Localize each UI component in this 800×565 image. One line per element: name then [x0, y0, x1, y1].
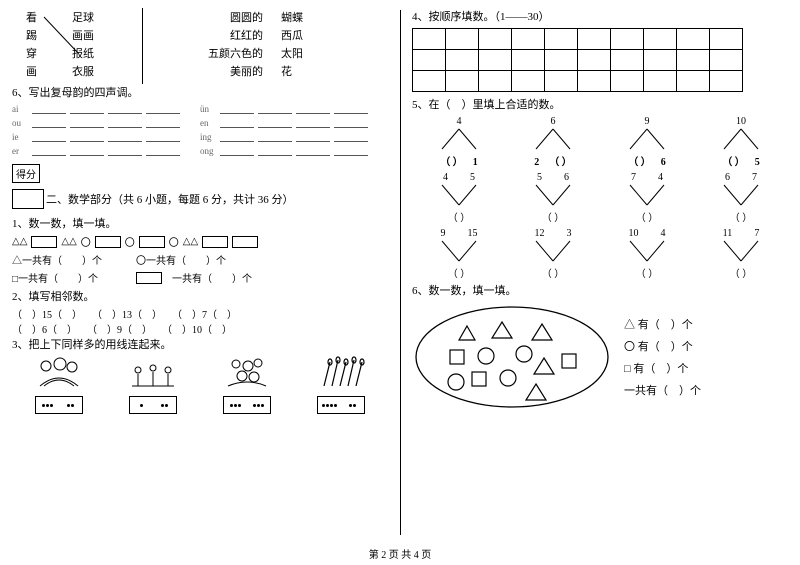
neighbors-row2: （ ）6（ ） （ ）9（ ） （ ）10（ ）	[12, 321, 388, 336]
right-column: 4、按顺序填数。（1——30） 5、在（ ）里填上合适的数。 4（ ） 162 …	[400, 0, 800, 540]
merge-v: 45（ ）	[412, 172, 506, 224]
leg-cir: 〇 有（ ）个	[624, 338, 693, 354]
number-grid[interactable]	[412, 28, 743, 92]
leg-all: 一共有（ ）个	[624, 382, 701, 398]
merge-diagrams-2: 915（ ）123（ ）104（ ）117（ ）	[412, 226, 788, 282]
merge-v: 56（ ）	[506, 172, 600, 224]
split-v: 10（ ） 5	[694, 116, 788, 168]
page-footer: 第 2 页 共 4 页	[0, 546, 800, 561]
q2-label: 2、填写相邻数。	[12, 288, 388, 304]
domino	[317, 396, 365, 414]
m2l0: 圆圆的	[230, 9, 263, 25]
left-column: 看足球 踢画画 穿报纸 画衣服 圆圆的 红红的 五颜六色的 美丽的 蝴蝶 西瓜 …	[0, 0, 400, 540]
q6r-label: 6、数一数，填一填。	[412, 282, 788, 298]
neighbors-row1: （ ）15（ ） （ ）13（ ） （ ）7（ ）	[12, 306, 388, 321]
shapes-oval	[412, 302, 612, 412]
split-v: 4（ ） 1	[412, 116, 506, 168]
split-diagrams: 4（ ） 162 （ ）9（ ） 610（ ） 5	[412, 114, 788, 170]
split-v: 9（ ） 6	[600, 116, 694, 168]
word-match-1: 看足球 踢画画 穿报纸 画衣服	[12, 8, 132, 80]
leg-sq: □ 有（ ）个	[624, 360, 688, 376]
merge-v: 915（ ）	[412, 228, 506, 280]
merge-v: 67（ ）	[694, 172, 788, 224]
q6-label: 6、写出复母韵的四声调。	[12, 84, 388, 100]
q5-label: 5、在（ ）里填上合适的数。	[412, 96, 788, 112]
score-label: 得分	[12, 164, 40, 183]
domino	[35, 396, 83, 414]
merge-diagrams-1: 45（ ）56（ ）74（ ）67（ ）	[412, 170, 788, 226]
tones-grid: ai ün ou en ie ing er ong	[12, 102, 388, 158]
q3-pictures	[12, 356, 388, 390]
q1-label: 1、数一数，填一填。	[12, 215, 388, 231]
cnt-tri: △一共有（ ）个	[12, 252, 132, 267]
m2l3: 美丽的	[230, 63, 263, 79]
m2r1: 西瓜	[281, 27, 303, 43]
cnt-cir: 〇一共有（ ）个	[136, 252, 276, 267]
m2r0: 蝴蝶	[281, 9, 303, 25]
domino	[223, 396, 271, 414]
cnt-sqB: 一共有（ ）个	[172, 270, 292, 285]
score-box[interactable]	[12, 189, 44, 209]
rect-icon	[136, 272, 162, 284]
word-match-2: 圆圆的 红红的 五颜六色的 美丽的 蝴蝶 西瓜 太阳 花	[153, 8, 373, 84]
q3-label: 3、把上下同样多的用线连起来。	[12, 336, 388, 352]
shape-legend: △ 有（ ）个 〇 有（ ）个 □ 有（ ）个 一共有（ ）个	[624, 310, 701, 404]
shape-sequence: △△ △△〇 〇 〇△△	[12, 234, 388, 249]
q4-label: 4、按顺序填数。（1——30）	[412, 8, 788, 24]
split-v: 62 （ ）	[506, 116, 600, 168]
q3-dominos	[12, 396, 388, 414]
merge-v: 74（ ）	[600, 172, 694, 224]
m2r2: 太阳	[281, 45, 303, 61]
section2-title: 二、数学部分（共 6 小题，每题 6 分，共计 36 分）	[46, 191, 294, 207]
cnt-sqA: □一共有（ ）个	[12, 270, 132, 285]
merge-v: 117（ ）	[694, 228, 788, 280]
m2l1: 红红的	[230, 27, 263, 43]
merge-v: 104（ ）	[600, 228, 694, 280]
domino	[129, 396, 177, 414]
leg-tri: △ 有（ ）个	[624, 316, 693, 332]
m2l2: 五颜六色的	[208, 45, 263, 61]
m2r3: 花	[281, 63, 292, 79]
merge-v: 123（ ）	[506, 228, 600, 280]
